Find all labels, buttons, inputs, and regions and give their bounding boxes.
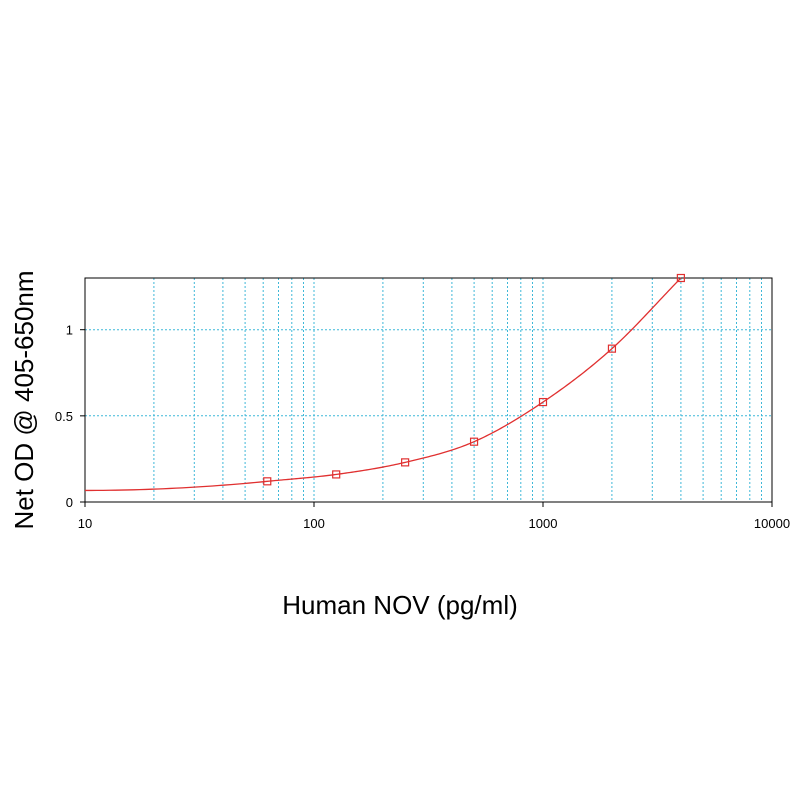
x-tick-label: 10 [78, 516, 92, 531]
y-tick-label: 0.5 [55, 409, 73, 424]
x-axis-title: Human NOV (pg/ml) [282, 590, 518, 620]
data-point-marker [332, 470, 341, 479]
x-tick-label: 1000 [529, 516, 558, 531]
fit-curve-layer [84, 277, 682, 492]
axes [80, 277, 773, 507]
y-axis-title: Net OD @ 405-650nm [9, 270, 39, 529]
x-tick-label: 100 [303, 516, 325, 531]
data-markers [263, 273, 685, 486]
plot-frame [84, 277, 773, 503]
data-point-marker [469, 437, 479, 446]
y-tick-label: 1 [66, 323, 73, 338]
x-tick-label: 10000 [754, 516, 790, 531]
tick-labels: 10 100 1000 10000 0 0.5 1 [55, 323, 790, 531]
data-point-marker [676, 273, 685, 283]
fit-curve [84, 277, 682, 492]
grid [85, 278, 772, 502]
data-point-marker [607, 344, 617, 353]
data-point-marker [538, 397, 548, 407]
data-point-marker [263, 477, 272, 486]
data-point-marker [401, 458, 410, 467]
y-tick-label: 0 [66, 495, 73, 510]
